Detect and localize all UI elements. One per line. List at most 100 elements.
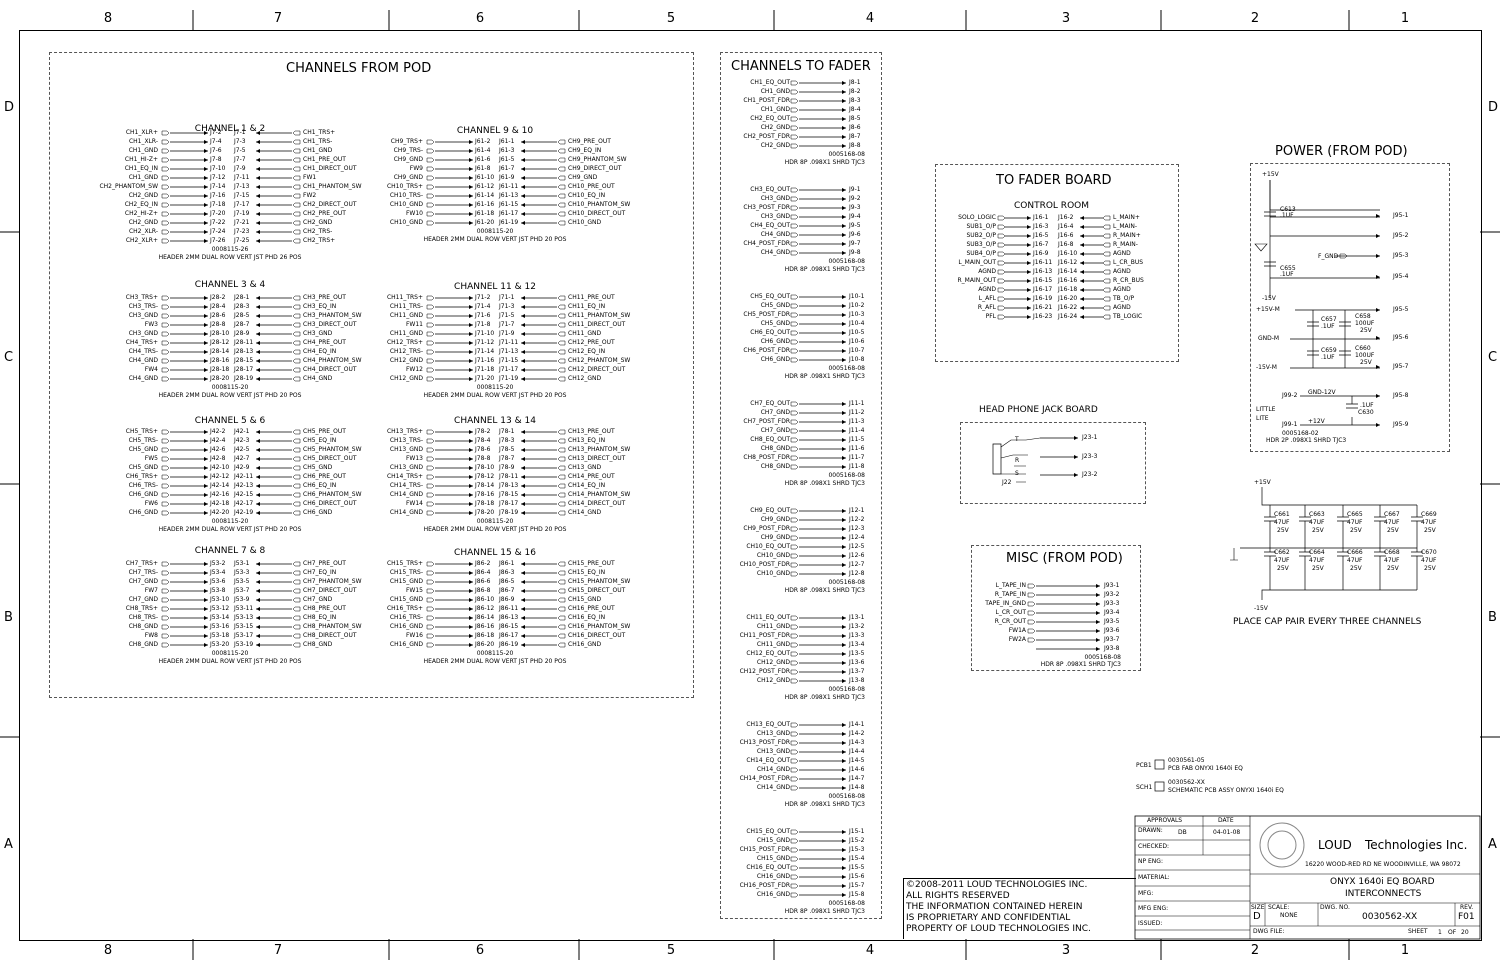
- pod-pin-a: J53-6: [210, 578, 226, 585]
- fader-port: [790, 223, 799, 229]
- fader-pin: J11-4: [849, 427, 865, 434]
- fader-port: [790, 214, 799, 220]
- pod-part-number: 0008115-26: [211, 246, 249, 253]
- fb-left-port: [997, 251, 1006, 257]
- pod-left-label: FW14: [405, 500, 423, 507]
- fader-left-label: CH3_GND: [760, 213, 790, 220]
- pod-left-wire-head: [204, 439, 208, 443]
- pod-pin-b: J53-3: [234, 569, 250, 576]
- pod-pin-a: J71-8: [475, 321, 491, 328]
- pod-left-label: CH5_TRS-: [128, 437, 158, 444]
- pod-left-port: [161, 157, 170, 163]
- fader-pin: J11-2: [849, 409, 865, 416]
- pod-right-wire-head: [521, 430, 525, 434]
- pod-left-port: [426, 148, 435, 154]
- fader-wire-head: [842, 108, 846, 112]
- pod-right-label: CH2_DIRECT_OUT: [303, 201, 357, 208]
- pod-left-wire-head: [204, 484, 208, 488]
- pod-left-wire-head: [204, 332, 208, 336]
- pod-right-port: [557, 642, 566, 648]
- fb-left-port: [997, 305, 1006, 311]
- pod-right-label: CH9_GND: [568, 174, 598, 181]
- fader-wire-head: [842, 420, 846, 424]
- tb-size-h: SIZE: [1251, 904, 1265, 911]
- fader-pin: J9-5: [849, 222, 861, 229]
- pod-pin-a: J7-24: [210, 228, 226, 235]
- pod-left-port: [426, 367, 435, 373]
- loud-logo-ring: [1259, 822, 1305, 868]
- fb-left-label: AGND: [978, 268, 996, 275]
- fader-left-label: CH3_POST_FDR: [743, 204, 790, 211]
- tb-sheet-h: SHEET: [1408, 928, 1428, 935]
- pod-pin-b: J71-7: [499, 321, 515, 328]
- pod-left-label: CH9_TRS-: [393, 147, 423, 154]
- tb-checked: CHECKED:: [1138, 843, 1170, 850]
- pod-left-wire-head: [204, 167, 208, 171]
- fader-pin: J15-1: [849, 828, 865, 835]
- pod-right-port: [557, 501, 566, 507]
- cap-volt: 25V: [1360, 327, 1372, 334]
- pod-left-port: [161, 229, 170, 235]
- pod-left-port: [161, 313, 170, 319]
- pod-left-wire-head: [204, 466, 208, 470]
- pod-right-port: [292, 358, 301, 364]
- pod-left-label: FW9: [409, 165, 423, 172]
- pod-left-label: CH12_TRS-: [389, 348, 423, 355]
- fader-pin: J13-2: [849, 623, 865, 630]
- pod-pin-b: J86-13: [499, 614, 519, 621]
- pod-right-wire-head: [521, 185, 525, 189]
- pod-pin-a: J71-14: [475, 348, 495, 355]
- pod-right-wire-head: [256, 203, 260, 207]
- pod-left-label: CH16_TRS-: [389, 614, 423, 621]
- fader-wire-head: [842, 438, 846, 442]
- pod-pin-a: J71-16: [475, 357, 495, 364]
- power-pin-arrow: [1376, 336, 1380, 340]
- pod-left-label: CH5_TRS+: [125, 428, 158, 435]
- pod-pin-b: J53-17: [234, 632, 254, 639]
- pod-pin-b: J28-15: [234, 357, 254, 364]
- zone-col-bottom-2: 2: [1250, 943, 1260, 958]
- misc-box: [971, 545, 1141, 671]
- cb-bot-val: 47UF: [1309, 557, 1325, 564]
- pod-left-port: [161, 492, 170, 498]
- pod-right-wire-head: [521, 323, 525, 327]
- fader-pin: J14-5: [849, 757, 865, 764]
- fader-pin: J15-3: [849, 846, 865, 853]
- fader-pin: J13-6: [849, 659, 865, 666]
- pod-right-wire-head: [256, 314, 260, 318]
- fader-left-label: CH1_GND: [760, 88, 790, 95]
- fader-board-title: TO FADER BOARD: [996, 173, 1112, 188]
- pod-left-wire-head: [469, 323, 473, 327]
- pod-right-wire-head: [521, 466, 525, 470]
- pod-left-label: CH8_TRS+: [125, 605, 158, 612]
- cb-top-val: 47UF: [1274, 519, 1290, 526]
- pod-part-desc: HEADER 2MM DUAL ROW VERT JST PHD 20 POS: [158, 658, 302, 665]
- pod-left-port: [426, 429, 435, 435]
- pod-right-label: CH7_GND: [303, 596, 333, 603]
- fader-left-label: CH6_GND: [760, 356, 790, 363]
- pod-right-label: CH9_EQ_IN: [568, 147, 602, 154]
- pod-left-port: [161, 588, 170, 594]
- fb-right-wire-head: [1080, 216, 1084, 220]
- fb-right-label: L_MAIN-: [1113, 223, 1138, 230]
- fader-port: [790, 330, 799, 336]
- pod-left-wire-head: [204, 448, 208, 452]
- pod-right-label: CH15_EQ_IN: [568, 569, 606, 576]
- pod-right-port: [292, 166, 301, 172]
- pod-left-label: FW8: [144, 632, 158, 639]
- pod-left-wire-head: [204, 230, 208, 234]
- fb-pin-a: J16-17: [1033, 286, 1053, 293]
- pod-pin-b: J61-19: [499, 219, 519, 226]
- tb-address: 16220 WOOD-RED RD NE WOODINVILLE, WA 980…: [1305, 861, 1461, 868]
- pod-pin-b: J53-1: [234, 560, 250, 567]
- pod-right-port: [292, 157, 301, 163]
- pod-left-port: [161, 465, 170, 471]
- pod-left-label: CH14_TRS+: [386, 473, 423, 480]
- fb-left-label: R_MAIN_OUT: [957, 277, 997, 284]
- pod-left-port: [161, 570, 170, 576]
- fader-wire-head: [842, 848, 846, 852]
- pod-right-port: [292, 510, 301, 516]
- pod-right-port: [557, 606, 566, 612]
- fader-left-label: CH4_GND: [760, 231, 790, 238]
- fader-port: [790, 856, 799, 862]
